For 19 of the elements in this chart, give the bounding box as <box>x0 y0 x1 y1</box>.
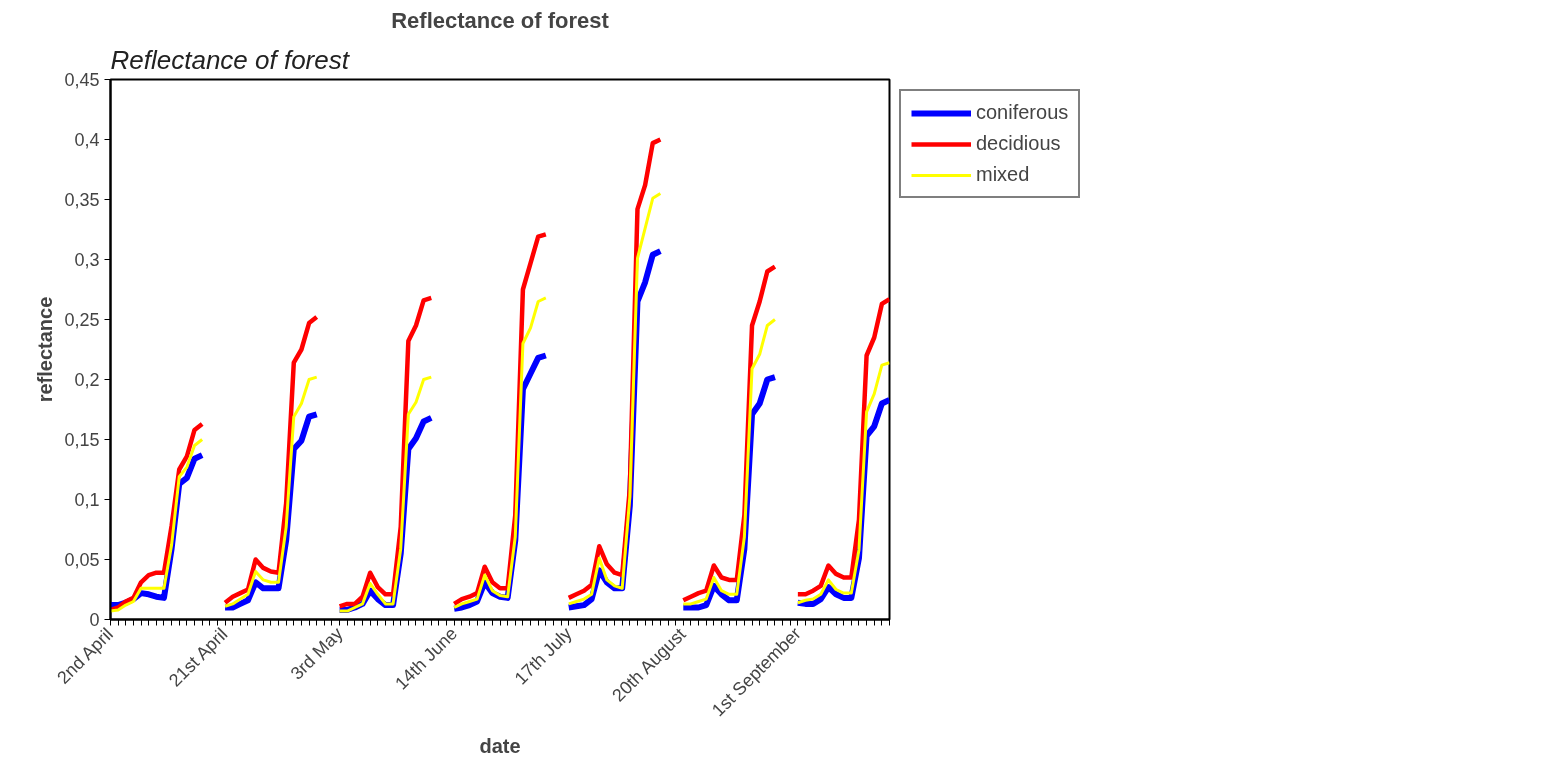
y-axis-title: reflectance <box>34 296 57 403</box>
y-tick-label: 0,3 <box>74 250 100 270</box>
y-tick-label: 0,25 <box>64 310 100 330</box>
y-tick-label: 0,15 <box>64 430 100 450</box>
y-tick-label: 0 <box>89 610 100 630</box>
chart-title: Reflectance of forest <box>391 7 610 33</box>
x-tick-label: 17th July <box>510 623 576 689</box>
y-tick-label: 0,4 <box>74 130 100 150</box>
x-axis-title: date <box>479 735 521 758</box>
y-tick-label: 0,45 <box>64 70 100 90</box>
y-tick-label: 0,05 <box>64 550 100 570</box>
x-tick-label: 3rd May <box>286 623 347 684</box>
legend-label: coniferous <box>976 101 1069 124</box>
legend-label: mixed <box>976 163 1030 186</box>
legend-label: decidious <box>976 132 1061 155</box>
y-tick-label: 0,1 <box>74 490 100 510</box>
text: Reflectance of forest <box>110 44 351 75</box>
y-tick-label: 0,2 <box>74 370 100 390</box>
y-tick-label: 0,35 <box>64 190 100 210</box>
